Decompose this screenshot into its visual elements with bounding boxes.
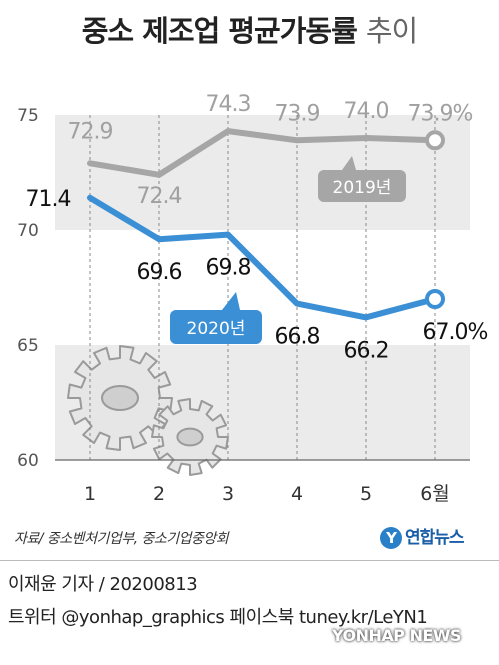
yonhap-logo: Y 연합뉴스 [380,523,465,549]
gear-large-icon-hub [101,385,139,411]
data-label-s0-3: 74.3 [206,92,251,117]
data-label-s1-2: 69.6 [137,260,182,285]
data-label-s0-2: 72.4 [137,184,182,209]
callout-2020: 2020년 [170,292,262,344]
callout-2019-box [318,170,406,202]
data-label-s1-1: 71.4 [26,187,71,212]
vertical-gridlines [55,115,470,461]
x-tick-4: 4 [291,483,303,505]
line-chart: 60 65 70 75 1 2 3 4 5 6월 72.9 72.4 74.3 73.9 74.0 73.… [17,92,489,505]
source-note: 자료/ 중소벤처기업부, 중소기업중앙회 [14,531,229,547]
data-label-s1-6: 67.0% [423,320,488,345]
callout-2020-box [170,310,262,344]
x-tick-6: 6월 [420,483,450,505]
y-tick-75: 75 [17,106,39,126]
social-links: 트위터 @yonhap_graphics 페이스북 tuney.kr/LeYN1 [8,607,428,628]
data-label-s0-6: 73.9% [408,101,473,126]
callout-2019: 2019년 [318,156,406,202]
series-callouts: 2019년 2020년 [170,156,406,344]
series-end-marker-0 [425,130,445,151]
callout-2019-label: 2019년 [333,178,392,198]
x-axis: 1 2 3 4 5 6월 [84,483,450,505]
y-tick-65: 65 [17,336,39,356]
series-line-0 [87,128,438,178]
callout-2020-label: 2020년 [187,319,246,339]
data-label-s0-1: 72.9 [68,119,113,144]
data-label-s0-5: 74.0 [344,99,389,124]
callout-2019-pointer [342,156,356,170]
chart-title: 중소 제조업 평균가동률 추이 [0,8,499,50]
y-axis: 60 65 70 75 [17,106,39,471]
x-tick-2: 2 [153,483,165,505]
series-end-marker-1 [425,289,445,309]
data-labels: 72.9 72.4 74.3 73.9 74.0 73.9% 71.4 69.6 69.8 66.… [26,92,489,363]
logo-mark: Y [380,527,402,549]
data-label-s1-4: 66.8 [275,325,320,350]
watermark: YONHAP NEWS [332,626,462,645]
title-main: 중소 제조업 평균가동률 [81,14,358,48]
data-label-s1-3: 69.8 [206,256,251,281]
series-line-1 [87,194,438,321]
gear-small-icon [151,398,229,476]
divider [0,560,499,561]
x-tick-3: 3 [222,483,234,505]
y-tick-60: 60 [17,451,39,471]
y-tick-70: 70 [17,221,39,241]
data-label-s1-5: 66.2 [344,338,389,363]
title-suffix: 추이 [365,14,418,48]
logo-text: 연합뉴스 [405,528,465,548]
gear-large-icon [67,345,173,451]
x-tick-1: 1 [84,483,96,505]
gears-illustration [67,345,229,476]
reporter-credit: 이재윤 기자 / 20200813 [8,574,198,595]
series-layer [87,128,445,321]
callout-2020-pointer [222,292,240,310]
data-label-s0-4: 73.9 [275,101,320,126]
x-tick-5: 5 [360,483,372,505]
gear-small-icon-hub [176,427,204,447]
